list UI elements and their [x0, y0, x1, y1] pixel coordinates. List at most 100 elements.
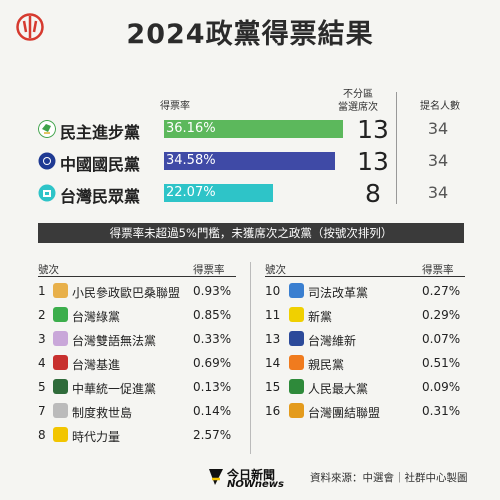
party-name: 親民黨: [308, 358, 345, 372]
seats-header: 不分區 當選席次: [323, 88, 393, 114]
party-name: 台灣民眾黨: [60, 187, 141, 206]
rate-bar: 22.07%: [164, 184, 274, 202]
party-rate: 2.57%: [193, 428, 232, 442]
party-number: 2: [38, 308, 46, 322]
left-rate-header: 得票率: [193, 264, 225, 276]
party-list-item: 2 台灣綠黨 0.85%: [0, 305, 500, 325]
party-number: 4: [38, 356, 46, 370]
party-logo-icon: [289, 379, 304, 394]
party-rate: 0.27%: [422, 284, 461, 298]
party-logo-icon: [289, 331, 304, 346]
party-number: 7: [38, 404, 46, 418]
party-number: 10: [265, 284, 281, 298]
nominated-value: 34: [427, 183, 449, 202]
nominated-value: 34: [427, 151, 449, 170]
brand-stamp-icon: [16, 13, 44, 41]
party-number: 11: [265, 308, 281, 322]
right-rate-header: 得票率: [422, 264, 454, 276]
party-list-item: 5 中華統一促進黨 0.13%: [0, 377, 500, 397]
party-logo-icon: [289, 307, 304, 322]
party-logo-icon: [53, 283, 68, 298]
party-name: 司法改革黨: [308, 286, 369, 300]
party-list-item: 4 台灣基進 0.69%: [0, 353, 500, 373]
rate-bar: 36.16%: [164, 120, 343, 138]
party-logo-icon: [53, 355, 68, 370]
seats-value: 13: [357, 147, 389, 176]
party-list-item: 16 台灣團結聯盟 0.31%: [0, 401, 500, 421]
party-name: 人民最大黨: [308, 382, 369, 396]
party-rate: 0.31%: [422, 404, 461, 418]
party-logo-icon: [289, 283, 304, 298]
party-rate: 0.29%: [422, 308, 461, 322]
party-list-item: 13 台灣維新 0.07%: [0, 329, 500, 349]
source-note: 資料來源：中選會｜社群中心製圖: [310, 472, 468, 484]
threshold-banner: 得票率未超過5%門檻，未獲席次之政黨（按號次排列）: [38, 223, 464, 243]
party-name: 台灣基進: [72, 358, 121, 372]
nominated-header: 提名人數: [420, 101, 460, 112]
seats-header-line1: 不分區: [343, 89, 373, 100]
party-logo-icon: [53, 379, 68, 394]
party-logo-icon: [53, 307, 68, 322]
party-list-item: 3 台灣雙語無法黨 0.33%: [0, 329, 500, 349]
party-logo-icon: [289, 403, 304, 418]
page-title: 2024政黨得票結果: [126, 19, 374, 50]
party-rate: 0.09%: [422, 380, 461, 394]
party-rate: 0.51%: [422, 356, 461, 370]
party-rate: 0.85%: [193, 308, 232, 322]
party-number: 3: [38, 332, 46, 346]
seats-value: 13: [357, 115, 389, 144]
party-logo-icon: [53, 427, 68, 442]
right-number-header: 號次: [265, 264, 286, 276]
seats-value: 8: [365, 179, 381, 208]
rate-bar-label: 34.58%: [166, 153, 216, 168]
party-name: 台灣維新: [308, 334, 357, 348]
party-number: 15: [265, 380, 281, 394]
party-list-item: 7 制度救世島 0.14%: [0, 401, 500, 421]
party-name: 台灣團結聯盟: [308, 406, 381, 420]
party-number: 14: [265, 356, 281, 370]
party-logo-icon: [53, 331, 68, 346]
right-header-rule: [265, 276, 465, 277]
party-number: 8: [38, 428, 46, 442]
party-list-item: 14 親民黨 0.51%: [0, 353, 500, 373]
party-name: 制度救世島: [72, 406, 133, 420]
nominated-value: 34: [427, 119, 449, 138]
party-row-dpp: 民主進步黨 36.16% 13 34: [38, 115, 478, 144]
party-list-item: 15 人民最大黨 0.09%: [0, 377, 500, 397]
party-list-item: 8 時代力量 2.57%: [0, 425, 500, 445]
party-rate: 0.93%: [193, 284, 232, 298]
party-list-item: 10 司法改革黨 0.27%: [0, 281, 500, 301]
party-rate: 0.14%: [193, 404, 232, 418]
party-name: 小民參政歐巴桑聯盟: [72, 286, 181, 300]
tpp-logo-icon: [38, 184, 56, 202]
left-header-rule: [38, 276, 236, 277]
kmt-logo-icon: [38, 152, 56, 170]
rate-header: 得票率: [160, 101, 190, 112]
nownews-mark-icon: [209, 469, 223, 485]
party-name: 台灣綠黨: [72, 310, 121, 324]
party-logo-icon: [53, 403, 68, 418]
party-logo-icon: [289, 355, 304, 370]
dpp-logo-icon: [38, 120, 56, 138]
party-number: 16: [265, 404, 281, 418]
nownews-logo: 今日新聞 NOWnews: [207, 467, 297, 491]
party-rate: 0.69%: [193, 356, 232, 370]
party-list-item: 11 新黨 0.29%: [0, 305, 500, 325]
party-rate: 0.07%: [422, 332, 461, 346]
party-row-tpp: 台灣民眾黨 22.07% 8 34: [38, 179, 478, 208]
party-name: 中國國民黨: [60, 155, 141, 174]
party-rate: 0.33%: [193, 332, 232, 346]
party-name: 台灣雙語無法黨: [72, 334, 157, 348]
left-number-header: 號次: [38, 264, 59, 276]
party-name: 時代力量: [72, 430, 121, 444]
seats-header-line2: 當選席次: [338, 102, 378, 113]
rate-bar-label: 36.16%: [166, 121, 216, 136]
party-rate: 0.13%: [193, 380, 232, 394]
party-number: 13: [265, 332, 281, 346]
party-name: 新黨: [308, 310, 333, 324]
list-divider: [250, 262, 251, 454]
party-name: 中華統一促進黨: [72, 382, 157, 396]
party-name: 民主進步黨: [60, 123, 141, 142]
party-list-item: 1 小民參政歐巴桑聯盟 0.93%: [0, 281, 500, 301]
rate-bar: 34.58%: [164, 152, 336, 170]
